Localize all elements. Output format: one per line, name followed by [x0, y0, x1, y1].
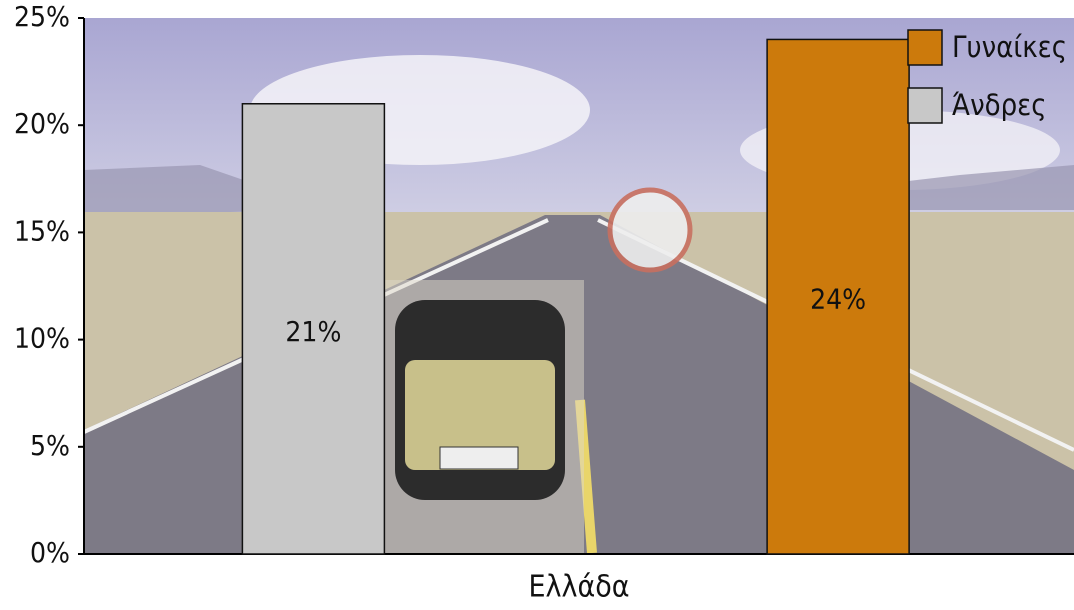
legend-label: Άνδρες	[952, 88, 1047, 122]
legend-label: Γυναίκες	[952, 30, 1067, 64]
y-tick-label: 5%	[30, 429, 70, 462]
y-tick-label: 0%	[30, 536, 70, 569]
legend-swatch	[908, 30, 942, 65]
value-label: 24%	[810, 283, 866, 316]
y-tick-label: 10%	[14, 322, 70, 355]
value-label: 21%	[285, 315, 341, 348]
y-tick-label: 15%	[14, 214, 70, 247]
legend-swatch	[908, 88, 942, 123]
y-tick-label: 25%	[14, 0, 70, 33]
y-tick-label: 20%	[14, 107, 70, 140]
x-tick-label: Ελλάδα	[528, 570, 629, 605]
chart: 0% 5% 10% 15% 20% 25% 21% 24% Ελλάδα Γυναίκες Άνδρ…	[0, 0, 1074, 610]
